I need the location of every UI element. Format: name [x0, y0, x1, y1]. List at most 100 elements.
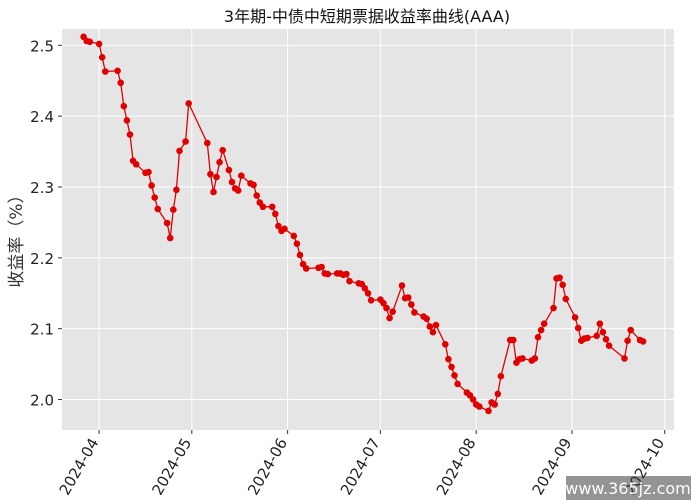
data-point [605, 342, 613, 350]
y-tick-label: 2.5 [30, 37, 54, 55]
plot-area [62, 29, 674, 430]
data-point [429, 328, 437, 336]
series-layer [80, 33, 647, 415]
data-point [469, 396, 477, 403]
data-point [98, 54, 106, 61]
data-point [219, 146, 226, 154]
data-point [497, 372, 505, 380]
data-point [621, 355, 628, 362]
data-point [163, 219, 171, 227]
data-point [173, 186, 180, 194]
data-point [448, 363, 455, 371]
data-point [120, 102, 128, 110]
data-point [602, 336, 610, 343]
data-point [562, 295, 570, 303]
data-point [126, 131, 134, 138]
data-point [445, 355, 452, 363]
data-point [423, 315, 431, 323]
data-point [627, 326, 634, 334]
data-point [426, 323, 434, 330]
grid-lines [62, 29, 674, 430]
watermark-text: www.365jz.com [565, 479, 691, 498]
data-point [367, 297, 375, 304]
y-tick-label: 2.2 [30, 250, 54, 268]
data-point [398, 282, 406, 289]
data-point [386, 314, 393, 322]
data-point [380, 299, 387, 307]
data-point [389, 308, 397, 316]
data-point [170, 206, 177, 213]
data-point [123, 117, 131, 124]
data-point [519, 355, 526, 362]
data-point [540, 320, 548, 328]
data-point [624, 337, 631, 345]
data-point [145, 168, 152, 176]
data-point [290, 232, 298, 240]
x-tick-label: 2024-07 [337, 435, 384, 498]
data-point [117, 79, 124, 87]
y-tick-label: 2.1 [30, 321, 54, 339]
data-point [268, 203, 276, 211]
data-point [593, 332, 600, 340]
data-point [343, 270, 350, 278]
data-point [250, 181, 257, 189]
data-point [293, 240, 301, 247]
data-point [383, 304, 390, 312]
x-tick-label: 2024-05 [148, 435, 195, 498]
data-point [318, 263, 325, 271]
data-point [404, 294, 412, 301]
y-axis-label: 收益率（%） [7, 186, 27, 287]
data-point [346, 277, 353, 285]
y-axis-ticks: 2.0 2.1 2.2 2.3 2.4 2.5 [30, 37, 62, 410]
data-point [95, 40, 103, 48]
data-point [584, 334, 591, 342]
data-point [556, 274, 563, 282]
data-point [302, 265, 310, 272]
data-point [272, 210, 279, 218]
data-point [238, 172, 245, 179]
data-point [234, 187, 242, 194]
data-point [204, 139, 211, 147]
data-point [216, 158, 223, 166]
data-point [491, 401, 499, 408]
data-point [599, 328, 607, 336]
data-point [571, 314, 579, 321]
data-point [411, 309, 418, 316]
data-point [510, 336, 517, 344]
data-point [324, 270, 332, 278]
data-point [151, 194, 158, 201]
data-point [228, 178, 236, 186]
data-point [281, 225, 288, 233]
y-tick-label: 2.4 [30, 108, 54, 126]
y-tick-label: 2.3 [30, 179, 54, 197]
data-point [454, 380, 461, 388]
data-point [176, 147, 183, 155]
data-point [476, 403, 483, 410]
data-point [154, 205, 162, 213]
data-point [494, 390, 502, 398]
data-point [574, 324, 582, 332]
data-point [213, 173, 220, 181]
data-point [182, 138, 189, 145]
data-point [259, 203, 267, 211]
data-point [102, 68, 109, 75]
data-point [114, 67, 121, 75]
data-point [225, 166, 233, 174]
data-point [361, 285, 369, 292]
data-point [596, 320, 604, 328]
data-point [275, 222, 282, 230]
data-point [432, 321, 440, 329]
data-point [364, 290, 372, 297]
data-point [207, 170, 214, 178]
data-point [485, 407, 492, 415]
data-point [253, 192, 260, 199]
y-tick-label: 2.0 [30, 392, 54, 410]
data-point [86, 38, 94, 46]
data-point [185, 100, 192, 107]
data-point [534, 333, 542, 341]
x-tick-label: 2024-08 [433, 435, 480, 498]
chart-title: 3年期-中债中短期票据收益率曲线(AAA) [224, 7, 510, 26]
data-point [639, 338, 647, 345]
watermark-bg [566, 476, 691, 500]
